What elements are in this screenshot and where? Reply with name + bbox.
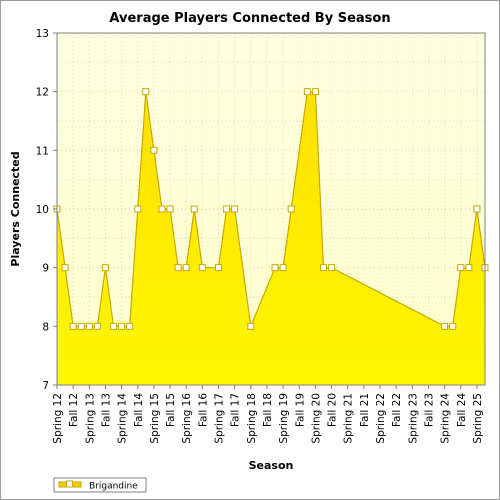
data-point bbox=[158, 205, 166, 213]
data-point bbox=[457, 264, 465, 272]
x-tick-label: Fall 18 bbox=[262, 393, 274, 427]
series-area-fill bbox=[57, 91, 485, 386]
data-point bbox=[77, 322, 85, 330]
x-tick-label: Spring 21 bbox=[343, 393, 355, 444]
data-point bbox=[134, 205, 142, 213]
data-point bbox=[110, 322, 118, 330]
x-tick-label: Fall 20 bbox=[327, 393, 339, 427]
x-axis: Spring 12 Fall 12 Spring 13 Fall 13 Spring 1… bbox=[52, 385, 484, 444]
x-tick-label: Spring 22 bbox=[375, 393, 387, 444]
data-point bbox=[319, 264, 327, 272]
data-point bbox=[142, 88, 150, 96]
y-axis: 7 8 9 10 11 12 13 bbox=[36, 28, 57, 392]
x-tick-label: Spring 14 bbox=[117, 393, 129, 444]
data-point bbox=[101, 264, 109, 272]
x-tick-label: Spring 23 bbox=[407, 393, 419, 444]
data-point bbox=[182, 264, 190, 272]
x-tick-label: Spring 12 bbox=[52, 393, 64, 444]
data-point bbox=[449, 322, 457, 330]
x-tick-label: Fall 19 bbox=[294, 393, 306, 427]
data-point bbox=[223, 205, 231, 213]
data-point bbox=[190, 205, 198, 213]
data-point bbox=[198, 264, 206, 272]
data-point bbox=[279, 264, 287, 272]
data-point bbox=[93, 322, 101, 330]
data-point bbox=[118, 322, 126, 330]
y-tick-label: 8 bbox=[42, 321, 49, 333]
x-tick-label: Spring 19 bbox=[278, 393, 290, 444]
x-tick-label: Fall 21 bbox=[359, 393, 371, 427]
data-point bbox=[69, 322, 77, 330]
data-point bbox=[311, 88, 319, 96]
data-point bbox=[328, 264, 336, 272]
chart-title: Average Players Connected By Season bbox=[109, 11, 390, 26]
x-tick-label: Fall 24 bbox=[456, 393, 468, 427]
data-point bbox=[61, 264, 69, 272]
x-tick-label: Fall 22 bbox=[391, 393, 403, 427]
x-tick-label: Spring 24 bbox=[440, 393, 452, 444]
y-tick-label: 7 bbox=[42, 380, 49, 392]
data-point bbox=[287, 205, 295, 213]
y-tick-label: 11 bbox=[36, 145, 49, 157]
data-point bbox=[150, 146, 158, 154]
data-point bbox=[231, 205, 239, 213]
data-point bbox=[174, 264, 182, 272]
x-tick-label: Fall 13 bbox=[100, 393, 112, 427]
data-point bbox=[465, 264, 473, 272]
data-point bbox=[303, 88, 311, 96]
x-tick-label: Spring 13 bbox=[84, 393, 96, 444]
x-tick-label: Spring 20 bbox=[310, 393, 322, 444]
legend-marker bbox=[66, 480, 73, 488]
x-tick-label: Fall 15 bbox=[165, 393, 177, 427]
x-tick-label: Spring 15 bbox=[149, 393, 161, 444]
legend: Brigandine bbox=[53, 477, 147, 493]
data-point bbox=[126, 322, 134, 330]
y-tick-label: 9 bbox=[42, 263, 49, 275]
x-tick-label: Fall 12 bbox=[68, 393, 80, 427]
x-axis-label: Season bbox=[249, 459, 294, 472]
y-axis-label: Players Connected bbox=[9, 151, 22, 266]
y-tick-label: 10 bbox=[36, 204, 49, 216]
x-tick-label: Fall 16 bbox=[197, 393, 209, 427]
x-tick-label: Spring 17 bbox=[214, 393, 226, 444]
x-tick-label: Spring 18 bbox=[246, 393, 258, 444]
x-tick-label: Spring 16 bbox=[181, 393, 193, 444]
data-point bbox=[166, 205, 174, 213]
data-point bbox=[85, 322, 93, 330]
x-tick-label: Spring 25 bbox=[472, 393, 484, 444]
x-tick-label: Fall 23 bbox=[423, 393, 435, 427]
series-area bbox=[56, 91, 486, 386]
x-tick-label: Fall 17 bbox=[230, 393, 242, 427]
data-point bbox=[247, 322, 255, 330]
legend-label: Brigandine bbox=[89, 482, 138, 492]
series-line bbox=[56, 91, 486, 329]
data-point bbox=[441, 322, 449, 330]
x-tick-label: Fall 14 bbox=[133, 393, 145, 427]
y-tick-label: 13 bbox=[36, 28, 49, 40]
y-tick-label: 12 bbox=[36, 87, 49, 99]
data-point bbox=[271, 264, 279, 272]
data-point bbox=[473, 205, 481, 213]
data-point bbox=[215, 264, 223, 272]
